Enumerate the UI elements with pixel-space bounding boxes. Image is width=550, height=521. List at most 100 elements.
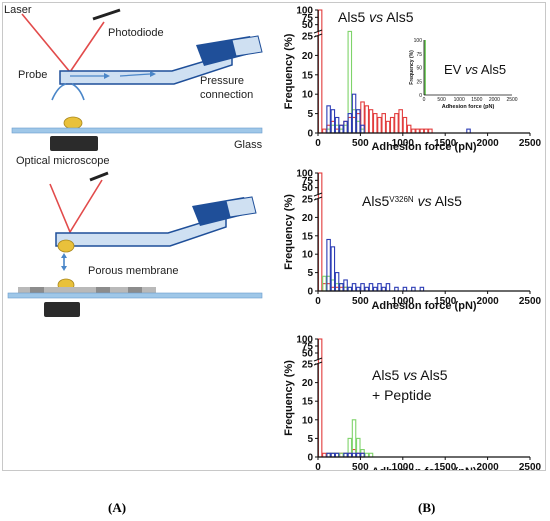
y-tick-label: 0 (419, 93, 422, 99)
y-tick-label: 50 (302, 349, 314, 360)
bar (317, 338, 323, 458)
yeast-cell-bead (57, 239, 75, 253)
panel-label-b: (B) (418, 500, 436, 515)
y-tick-label: 75 (302, 176, 314, 187)
y-tick-label: 5 (307, 268, 313, 279)
x-axis-label: Adhesion force (pN) (371, 141, 476, 153)
label-optical-microscope: Optical microscope (16, 155, 110, 167)
objective-icon (50, 136, 98, 151)
bar (381, 113, 386, 134)
bar (377, 116, 382, 134)
x-axis-label: Adhesion force (pN) (371, 466, 476, 470)
x-tick-label: 500 (352, 462, 369, 470)
suction-arrow-icon (51, 83, 67, 101)
axis-break-mark (313, 192, 323, 197)
bar (398, 109, 403, 134)
bar (317, 9, 323, 134)
bar (372, 113, 378, 134)
y-tick-label: 50 (302, 183, 314, 194)
bar (351, 283, 357, 292)
y-tick-label: 75 (416, 52, 422, 58)
x-tick-label: 1500 (434, 462, 457, 470)
y-tick-label: 50 (416, 66, 422, 72)
y-tick-label: 15 (302, 231, 314, 242)
glass-slide (11, 127, 263, 134)
label-laser: Laser (4, 4, 32, 16)
x-tick-label: 1500 (434, 138, 457, 149)
x-tick-label: 500 (352, 296, 369, 307)
y-tick-label: 100 (296, 6, 313, 17)
y-tick-label: 10 (302, 90, 314, 101)
bottom-setup: Porous membrane (7, 171, 263, 317)
x-tick-label: 1500 (471, 97, 482, 103)
photodiode-icon (89, 171, 109, 182)
x-axis-label: Adhesion force (pN) (442, 104, 495, 110)
top-setup: Laser Photodiode Probe Pressure connecti… (4, 4, 263, 167)
x-tick-label: 0 (315, 296, 321, 307)
y-tick-label: 100 (296, 169, 313, 180)
y-tick-label: 20 (302, 51, 314, 62)
y-tick-label: 75 (302, 342, 314, 353)
chart-title-line2: + Peptide (372, 387, 432, 403)
y-tick-label: 0 (307, 453, 313, 464)
bar (377, 283, 382, 292)
y-tick-label: 20 (302, 213, 314, 224)
label-porous-membrane: Porous membrane (88, 265, 179, 277)
bar (368, 109, 374, 134)
label-glass: Glass (234, 139, 263, 151)
bar (351, 93, 357, 134)
afm-schematic: Laser Photodiode Probe Pressure connecti… (4, 4, 263, 317)
x-tick-label: 2500 (506, 97, 517, 103)
pipette-tube (55, 213, 227, 247)
y-tick-label: 50 (302, 20, 314, 31)
y-tick-label: 75 (302, 13, 314, 24)
y-tick-label: 15 (302, 397, 314, 408)
bar (317, 172, 323, 292)
y-tick-label: 25 (302, 360, 314, 371)
bar (351, 419, 357, 458)
axis-break-mark (313, 29, 323, 34)
y-tick-label: 15 (302, 70, 314, 81)
y-tick-label: 5 (307, 434, 313, 445)
histogram-3: 0510152025507510005001000150020002500Adh… (283, 335, 542, 471)
axis-break-mark (313, 357, 323, 362)
bar (334, 272, 340, 292)
bar (364, 105, 370, 134)
label-probe: Probe (18, 69, 47, 81)
label-pressure: Pressure (200, 75, 244, 87)
x-tick-label: 2500 (519, 462, 542, 470)
x-tick-label: 1000 (454, 97, 465, 103)
bar (330, 246, 336, 292)
bar (385, 283, 391, 292)
objective-icon (44, 302, 80, 317)
bar (389, 116, 395, 134)
x-tick-label: 2500 (519, 296, 542, 307)
bar (347, 113, 353, 134)
x-tick-label: 2500 (519, 138, 542, 149)
x-tick-label: 0 (315, 462, 321, 470)
x-tick-label: 2000 (489, 97, 500, 103)
bar (406, 124, 412, 134)
y-tick-label: 10 (302, 250, 314, 261)
bar (368, 283, 374, 292)
label-photodiode: Photodiode (108, 27, 164, 39)
x-tick-label: 2000 (476, 296, 499, 307)
x-tick-label: 1000 (392, 138, 415, 149)
bar (385, 120, 391, 134)
x-tick-label: 1500 (434, 296, 457, 307)
x-tick-label: 1000 (392, 296, 415, 307)
y-tick-label: 5 (307, 109, 313, 120)
y-tick-label: 10 (302, 415, 314, 426)
x-tick-label: 2000 (476, 138, 499, 149)
y-tick-label: 0 (307, 129, 313, 140)
y-tick-label: 25 (416, 79, 422, 85)
inset-title: EV vs Als5 (444, 62, 506, 77)
x-axis-label: Adhesion force (pN) (371, 300, 476, 312)
bar (360, 283, 365, 292)
y-tick-label: 0 (307, 287, 313, 298)
panel-label-a: (A) (108, 500, 127, 515)
